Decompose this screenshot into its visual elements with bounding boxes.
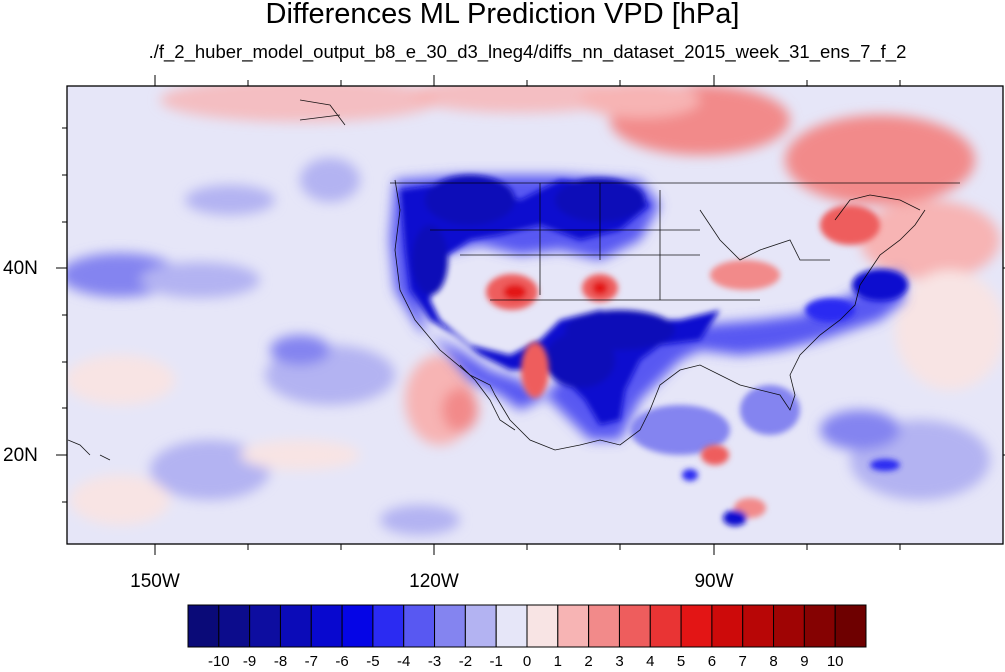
colorbar-swatch <box>372 604 405 648</box>
difference-field <box>67 86 1003 544</box>
colorbar-label: -4 <box>397 653 411 670</box>
colorbar-label: 3 <box>615 653 624 670</box>
colorbar-swatch <box>711 604 744 648</box>
axis-ticks <box>56 75 1005 555</box>
colorbar-label: 4 <box>646 653 655 670</box>
lat-label-40n: 40N <box>3 258 38 279</box>
colorbar-label: -8 <box>273 653 288 670</box>
colorbar-label: 7 <box>738 653 747 670</box>
colorbar-label: -7 <box>304 653 318 670</box>
colorbar-label: -3 <box>427 653 442 670</box>
colorbar-swatch <box>618 604 651 648</box>
colorbar-swatch <box>279 604 312 648</box>
lon-label-90w: 90W <box>694 571 734 592</box>
colorbar-label: -10 <box>207 653 230 670</box>
colorbar-label: 1 <box>553 653 562 670</box>
map-title: Differences ML Prediction VPD [hPa] <box>265 0 740 30</box>
colorbar-label: -6 <box>335 653 349 670</box>
coastlines <box>67 99 960 461</box>
colorbar-label: 0 <box>522 653 532 670</box>
colorbar-swatch <box>495 604 528 648</box>
lon-label-150w: 150W <box>130 571 180 592</box>
colorbar-label: 10 <box>826 653 844 670</box>
lat-label-20n: 20N <box>3 445 38 466</box>
colorbar-label: -2 <box>458 653 473 670</box>
colorbar-swatch <box>526 604 559 648</box>
colorbar-swatch <box>310 604 343 648</box>
colorbar-swatch <box>187 604 220 648</box>
colorbar-swatch <box>434 604 466 648</box>
colorbar-label: 8 <box>769 653 778 670</box>
colorbar-swatch <box>464 604 497 648</box>
colorbar-label: 2 <box>584 653 593 670</box>
colorbar-swatch <box>834 604 867 648</box>
colorbar-swatch <box>249 604 281 648</box>
colorbar-swatch <box>803 604 836 648</box>
colorbar-swatch <box>588 604 620 648</box>
colorbar-label: 9 <box>800 653 809 670</box>
colorbar-swatch <box>680 604 713 648</box>
colorbar-swatch <box>557 604 590 648</box>
colorbar-label: 6 <box>707 653 717 670</box>
colorbar-label: -1 <box>489 653 503 670</box>
colorbar-swatch <box>218 604 251 648</box>
lon-label-120w: 120W <box>409 571 459 592</box>
colorbar-swatch <box>341 604 374 648</box>
colorbar-label: -9 <box>242 653 257 670</box>
colorbar-label: -5 <box>366 653 380 670</box>
colorbar <box>187 604 867 648</box>
colorbar-swatch <box>403 604 436 648</box>
map-subtitle: ./f_2_huber_model_output_b8_e_30_d3_lneg… <box>148 41 907 62</box>
colorbar-swatch <box>649 604 682 648</box>
colorbar-swatch <box>773 604 805 648</box>
colorbar-swatch <box>742 604 775 648</box>
colorbar-label: 5 <box>676 653 686 670</box>
